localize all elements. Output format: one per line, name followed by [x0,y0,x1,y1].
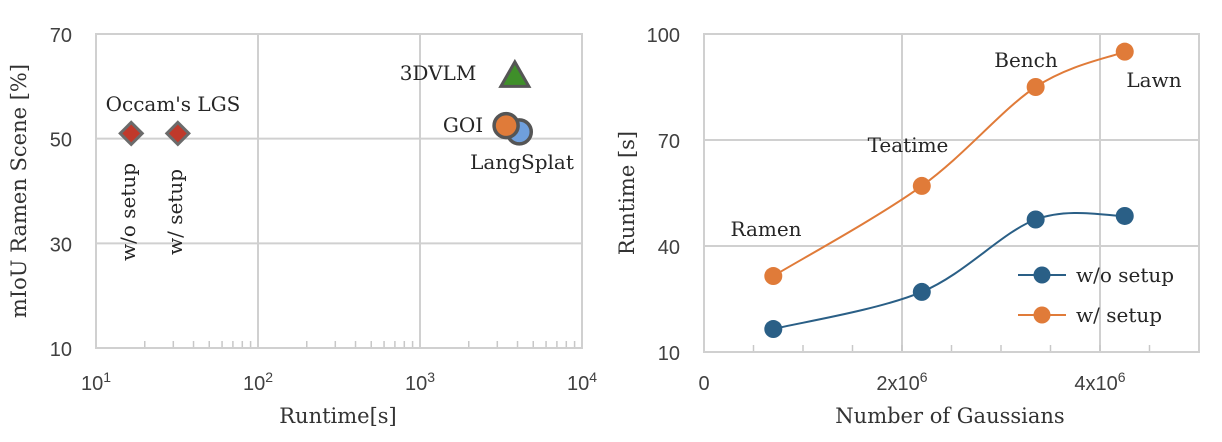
legend: w/o setup w/ setup [1018,263,1174,327]
annotation-lawn: Lawn [1126,68,1181,92]
series-point-w-setup [1026,78,1045,96]
left-point-triangle [498,58,532,88]
left-y-tick-label: 30 [50,234,72,256]
left-point-diamond [118,120,145,147]
right-plot-frame [703,33,1200,353]
legend-label-wo-setup: w/o setup [1076,263,1174,287]
series-line-wo-setup [773,211,1125,331]
right-series-lines [772,50,1126,331]
left-x-tick-label: 101 [81,369,111,395]
right-y-tick-label: 10 [658,343,680,365]
left-x-ticks: 101 102 103 104 [81,369,597,395]
right-series-points [764,42,1134,339]
series-point-wo-setup [1115,206,1134,225]
legend-label-w-setup: w/ setup [1076,303,1162,327]
series-point-wo-setup [912,282,931,301]
left-x-tick-label: 104 [567,369,597,395]
annotation-occams-lgs: Occam's LGS [106,92,241,116]
legend-marker-wo-setup [1033,266,1051,284]
series-line-w-setup [772,50,1126,277]
left-plot-frame [95,33,583,349]
right-y-tick-label: 40 [658,237,680,259]
right-x-tick-label: 0 [698,373,709,395]
annotation-teatime: Teatime [868,133,949,157]
runtime-vs-miou-chart: 10 30 50 70 101 102 103 104 Runtime[s] mIoU Ra… [7,25,597,428]
left-x-axis-title: Runtime[s] [279,404,397,428]
series-point-w-setup [1115,42,1134,61]
right-x-tick-label: 4x106 [1074,369,1125,395]
gaussians-vs-runtime-chart: 10 40 70 100 0 2x106 4x106 Number of Gaussian… [615,25,1200,428]
right-x-tick-label: 2x106 [876,369,927,395]
right-y-tick-label: 100 [647,25,680,47]
left-y-tick-label: 10 [50,339,72,361]
left-y-tick-label: 50 [50,130,72,152]
left-point-diamond [164,120,191,147]
series-point-wo-setup [1026,210,1045,229]
left-x-tick-label: 102 [243,369,273,395]
series-point-w-setup [912,176,931,195]
left-points [118,58,534,147]
left-y-axis-title: mIoU Ramen Scene [%] [7,64,31,318]
annotation-langsplat: LangSplat [470,150,574,174]
annotation-ramen: Ramen [730,217,801,241]
annotation-bench: Bench [994,48,1058,72]
left-x-tick-label: 103 [405,369,435,395]
right-y-axis-title: Runtime [s] [615,131,639,255]
annotation-3dvlm: 3DVLM [400,61,477,85]
annotation-goi: GOI [443,113,483,137]
left-point-circle [492,111,520,140]
right-y-tick-label: 70 [658,131,680,153]
annotation-w-setup: w/ setup [163,169,187,255]
right-x-axis-title: Number of Gaussians [835,404,1064,428]
right-y-ticks: 10 40 70 100 [647,25,680,365]
right-x-ticks: 0 2x106 4x106 [698,369,1125,395]
legend-marker-w-setup [1033,306,1051,324]
annotation-wo-setup: w/o setup [116,163,140,261]
series-point-wo-setup [764,320,783,339]
left-y-ticks: 10 30 50 70 [50,25,72,361]
series-point-w-setup [764,267,783,286]
left-y-tick-label: 70 [50,25,72,47]
